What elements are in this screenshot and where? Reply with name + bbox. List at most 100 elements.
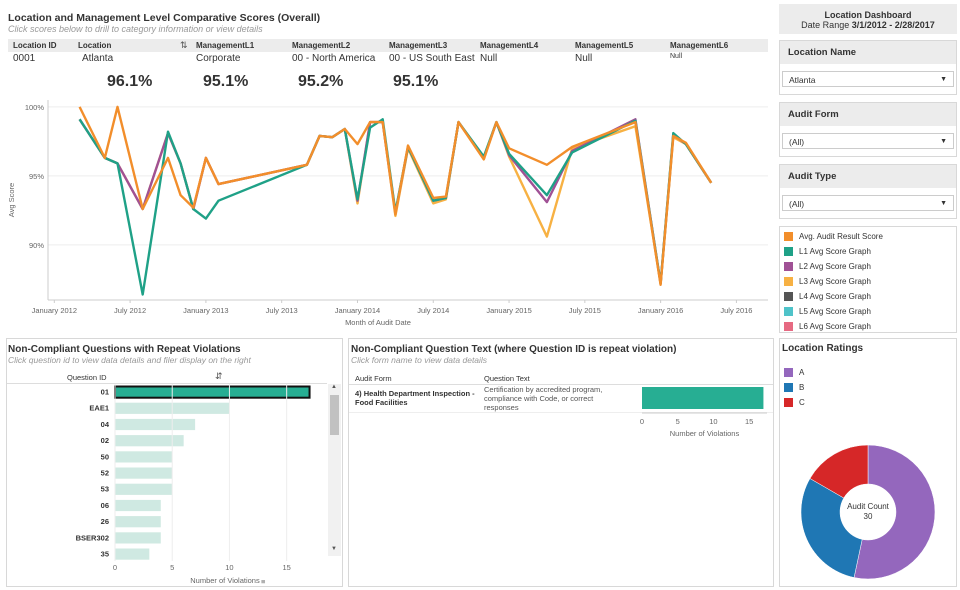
legend-swatch [784,307,793,316]
violation-bar [642,387,764,409]
legend-item-l2[interactable]: L2 Avg Score Graph [784,259,952,274]
row-divider [349,412,773,413]
score-l4[interactable]: 95.1% [393,73,439,90]
x-tick-label: July 2016 [720,306,752,315]
x-tick-label: January 2015 [486,306,531,315]
violation-bar [115,467,173,479]
rating-legend-b[interactable]: B [784,380,805,395]
legend-label: L4 Avg Score Graph [799,292,871,301]
x-tick-label: July 2012 [114,306,146,315]
dashboard-header: Location Dashboard Date Range 3/1/2012 -… [779,4,957,34]
sort-icon[interactable]: ⇵ [215,371,223,381]
sort-icon[interactable]: ⇅ [180,40,188,50]
date-range-value: 3/1/2012 - 2/28/2017 [851,20,935,30]
form-violations-bar-chart[interactable]: 0 5 10 15 Number of Violations [634,383,774,439]
audit-type-filter: Audit Type (All) ▼ [779,164,957,219]
mgmt-l6-value[interactable]: Null [670,53,683,60]
audit-form-name[interactable]: 4) Health Department Inspection - Food F… [355,389,475,407]
legend-swatch [784,398,793,407]
violation-bar [115,516,161,528]
mgmt-l1-value[interactable]: Corporate [196,53,241,64]
score-l3[interactable]: 95.2% [298,73,344,90]
x-tick-label: July 2013 [266,306,298,315]
question-id-label: BSER302 [76,533,109,542]
violation-bar [115,483,173,495]
col-mgmt-l6-label: ManagementL6 [670,41,729,50]
x-tick-label: January 2012 [32,306,77,315]
x-tick-label: January 2014 [335,306,380,315]
audit-type-select[interactable]: (All) ▼ [782,195,954,211]
repeat-header: Question ID ⇵ [7,371,327,384]
ratings-donut-chart[interactable] [780,429,956,587]
question-id-label: 52 [101,469,109,478]
rating-legend-a[interactable]: A [784,365,805,380]
legend-item-avg[interactable]: Avg. Audit Result Score [784,229,952,244]
col-mgmt-l2-label: ManagementL2 [292,41,351,50]
question-text-header: Audit Form Question Text [349,371,773,385]
location-name-select[interactable]: Atlanta ▼ [782,71,954,87]
col-location-label: Location [78,41,112,50]
rating-legend-c[interactable]: C [784,395,805,410]
scroll-down-icon[interactable]: ▼ [331,546,337,552]
legend-item-l1[interactable]: L1 Avg Score Graph [784,244,952,259]
legend-label: Avg. Audit Result Score [799,232,883,241]
scroll-up-icon[interactable]: ▲ [331,384,337,390]
mgmt-l2-value[interactable]: 00 - North America [292,53,376,64]
question-text-title: Non-Compliant Question Text (where Quest… [351,344,677,355]
line-legend: Avg. Audit Result Score L1 Avg Score Gra… [779,226,957,333]
legend-label: B [799,383,805,392]
violation-bar [115,499,161,512]
location-name-filter: Location Name Atlanta ▼ [779,40,957,95]
x-axis-title: Number of Violations [670,429,740,438]
x-tick-label: 5 [170,563,174,572]
legend-item-l3[interactable]: L3 Avg Score Graph [784,274,952,289]
legend-label: L2 Avg Score Graph [799,262,871,271]
repeat-violations-bar-chart[interactable]: 01 EAE1 04 02 50 52 53 06 26 BSER302 35 0 5 10 15 Numbe… [7,384,329,586]
col-mgmt-l4-label: ManagementL4 [480,41,539,50]
donut-slice-b [800,478,863,578]
score-l2[interactable]: 95.1% [203,73,249,90]
repeat-title: Non-Compliant Questions with Repeat Viol… [8,344,241,355]
question-id-label: 02 [101,436,109,445]
mgmt-l4-value[interactable]: Null [480,53,498,64]
x-tick-label: 15 [745,417,753,426]
x-axis-title: Month of Audit Date [345,318,411,327]
scrollbar-thumb[interactable] [330,395,339,435]
question-id-header: Question ID [67,373,107,382]
location-name-filter-title: Location Name [780,41,956,64]
scrollbar[interactable]: ▲ ▼ [328,384,341,556]
series-line-l2 [78,118,713,285]
legend-item-l6[interactable]: L6 Avg Score Graph [784,319,952,334]
mgmt-l5-value[interactable]: Null [575,53,593,64]
repeat-subtitle: Click question id to view data details a… [8,355,251,365]
location-value[interactable]: Atlanta [82,53,114,64]
mgmt-l3-value[interactable]: 00 - US South East [389,53,475,64]
repeat-violations-panel: Non-Compliant Questions with Repeat Viol… [6,338,343,587]
question-text-panel: Non-Compliant Question Text (where Quest… [348,338,774,587]
x-axis-title: Number of Violations [190,576,260,585]
sort-icon: ≡ [261,577,266,586]
header-row [8,39,768,52]
x-tick-label: January 2016 [638,306,683,315]
question-id-label: 26 [101,517,109,526]
legend-item-l4[interactable]: L4 Avg Score Graph [784,289,952,304]
col-mgmt-l3-label: ManagementL3 [389,41,448,50]
audit-form-header: Audit Form [355,374,392,383]
ratings-legend: A B C [784,365,805,410]
avg-score-line-chart[interactable]: 90% 95% 100% January 2012 July 2012 January 2… [0,95,775,330]
score-l1[interactable]: 96.1% [107,73,153,90]
main-title: Location and Management Level Comparativ… [8,12,321,24]
audit-type-select-value: (All) [789,199,805,209]
donut-center-label: Audit Count [847,502,889,511]
y-tick-label: 90% [29,241,44,250]
location-name-select-value: Atlanta [789,75,816,85]
location-id-value[interactable]: 0001 [13,53,36,64]
legend-item-l5[interactable]: L5 Avg Score Graph [784,304,952,319]
violation-bar [115,435,184,447]
question-id-label: 50 [101,452,109,461]
question-id-label: 35 [101,550,109,559]
audit-form-select[interactable]: (All) ▼ [782,133,954,149]
question-id-label: 53 [101,485,109,494]
legend-swatch [784,262,793,271]
violation-bar [115,532,161,544]
